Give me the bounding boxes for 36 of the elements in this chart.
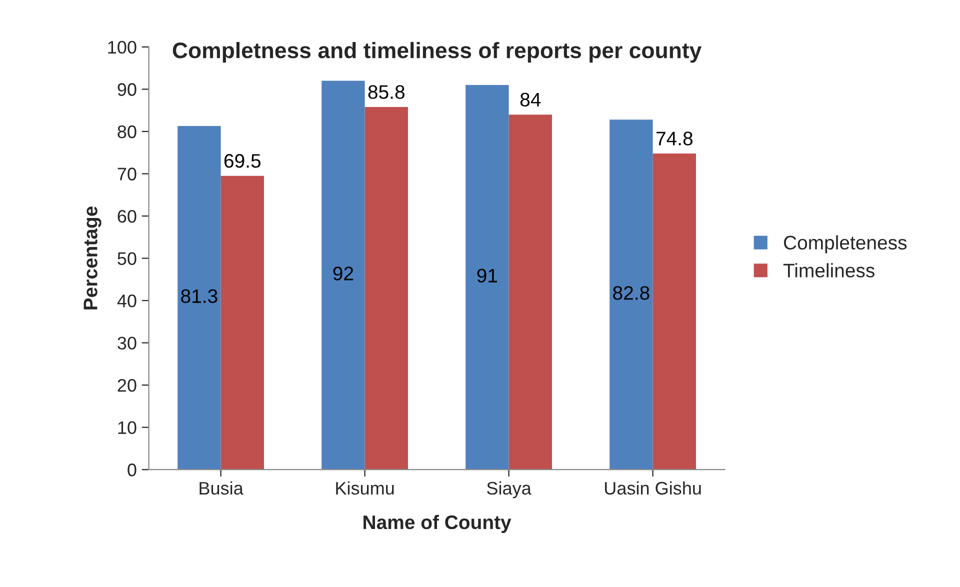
y-axis-title: Percentage — [84, 206, 102, 310]
x-tick-label: Uasin Gishu — [605, 481, 701, 495]
bar — [220, 176, 264, 470]
data-label: 82.8 — [613, 286, 650, 300]
bar — [610, 120, 653, 470]
chart-title: Completness and timeliness of reports per county — [172, 42, 702, 63]
data-label: 69.5 — [224, 154, 261, 168]
x-tick-label: Kisumu — [336, 481, 394, 495]
bar — [466, 85, 509, 470]
y-tick-label: 20 — [118, 379, 136, 392]
data-label: 74.8 — [656, 132, 692, 146]
data-label: 85.8 — [368, 85, 404, 99]
bar — [508, 114, 552, 470]
bar — [178, 126, 221, 470]
legend-label: Completeness — [784, 235, 907, 254]
y-tick-label: 40 — [117, 294, 136, 308]
y-tick-label: 90 — [118, 83, 136, 96]
x-tick-label: Siaya — [487, 481, 532, 498]
y-tick-label: 80 — [118, 125, 136, 138]
y-tick-label: 10 — [118, 421, 136, 434]
data-label: 84 — [520, 92, 541, 107]
y-tick-label: 30 — [118, 336, 136, 350]
bar — [322, 80, 365, 470]
x-axis-title: Name of County — [364, 514, 512, 534]
y-tick-label: 60 — [118, 210, 136, 223]
legend-label: Timeliness — [783, 263, 874, 278]
data-label: 81.3 — [181, 289, 218, 304]
x-tick-label: Busia — [200, 481, 244, 495]
bar — [652, 153, 696, 470]
y-tick-label: 100 — [108, 40, 136, 54]
data-label: 91 — [477, 268, 498, 283]
y-tick-label: 70 — [118, 168, 136, 180]
bar — [364, 106, 408, 470]
data-label: 92 — [333, 266, 354, 280]
y-tick-label: 0 — [128, 464, 136, 476]
y-tick-label: 50 — [118, 252, 136, 265]
